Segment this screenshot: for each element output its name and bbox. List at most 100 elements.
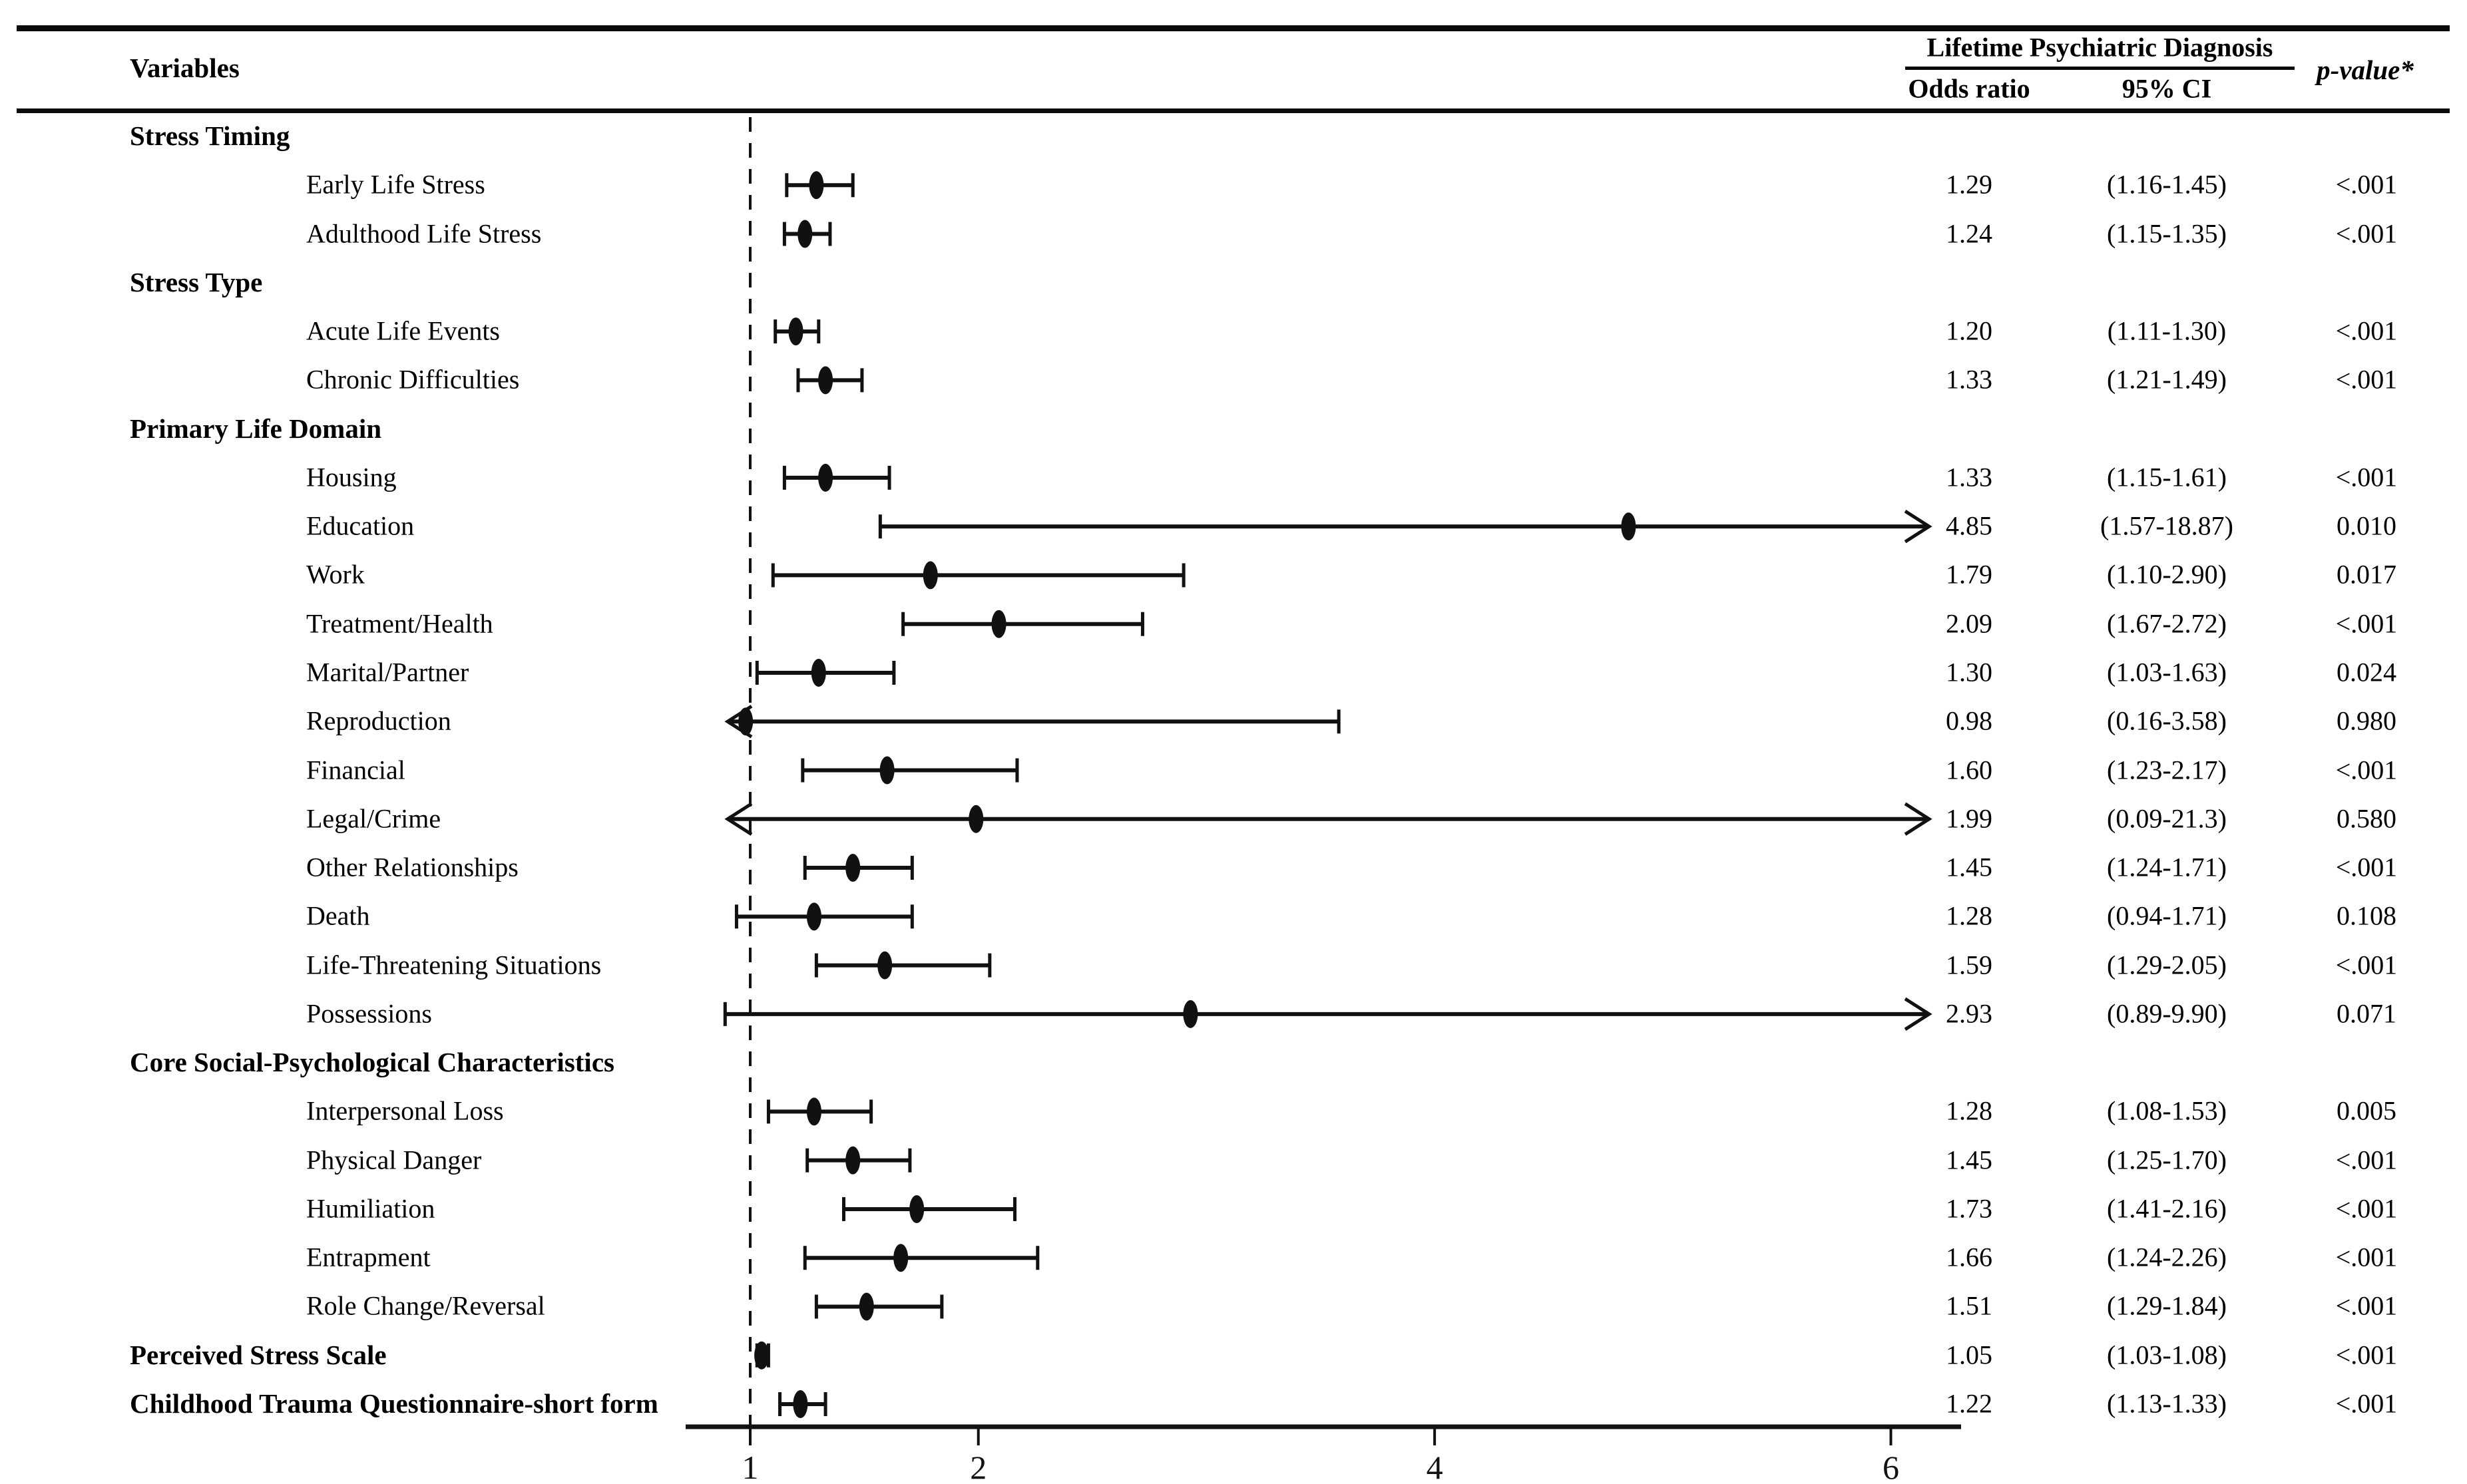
row-label: Acute Life Events <box>306 315 500 346</box>
p-value: <.001 <box>2335 950 2398 980</box>
or-value: 1.45 <box>1946 852 1992 882</box>
ci-value: (1.03-1.63) <box>2107 657 2227 687</box>
group-column-header: Lifetime Psychiatric Diagnosis <box>1926 32 2273 63</box>
row-label: Core Social-Psychological Characteristic… <box>130 1047 614 1078</box>
odds-ratio-marker <box>818 366 833 395</box>
p-value: <.001 <box>2335 1291 2398 1322</box>
ci-value: (1.15-1.35) <box>2107 218 2227 249</box>
odds-ratio-column-header: Odds ratio <box>1908 73 2030 104</box>
or-value: 1.05 <box>1946 1340 1992 1370</box>
row-label: Early Life Stress <box>306 169 485 200</box>
row-label: Interpersonal Loss <box>306 1095 504 1126</box>
p-value: 0.024 <box>2337 657 2396 687</box>
ci-value: (1.25-1.70) <box>2107 1145 2227 1175</box>
ci-value: (1.13-1.33) <box>2107 1388 2227 1419</box>
p-value: 0.017 <box>2337 559 2396 590</box>
odds-ratio-marker <box>879 756 895 785</box>
or-value: 1.99 <box>1946 803 1992 834</box>
p-value: <.001 <box>2335 169 2398 200</box>
ci-value: (1.16-1.45) <box>2107 169 2227 200</box>
row-label: Death <box>306 900 370 931</box>
x-axis-tick-label: 4 <box>1427 1449 1443 1484</box>
ci-value: (1.67-2.72) <box>2107 608 2227 639</box>
p-value: 0.071 <box>2337 998 2396 1029</box>
x-axis-tick-label: 1 <box>742 1449 759 1484</box>
x-axis-tick-label: 2 <box>970 1449 987 1484</box>
or-value: 1.66 <box>1946 1242 1992 1272</box>
p-value: <.001 <box>2335 1145 2398 1175</box>
or-value: 2.09 <box>1946 608 1992 639</box>
or-value: 1.24 <box>1946 218 1992 249</box>
row-label: Role Change/Reversal <box>306 1291 545 1322</box>
odds-ratio-marker <box>845 1146 861 1175</box>
or-value: 1.28 <box>1946 1095 1992 1126</box>
p-value: 0.980 <box>2337 705 2396 736</box>
p-value: <.001 <box>2335 1242 2398 1272</box>
row-label: Stress Timing <box>130 120 290 152</box>
odds-ratio-marker <box>811 658 826 687</box>
header-bottom-rule <box>17 108 2450 113</box>
or-value: 2.93 <box>1946 998 1992 1029</box>
ci-value: (1.29-2.05) <box>2107 950 2227 980</box>
variables-column-header: Variables <box>130 53 240 84</box>
odds-ratio-marker <box>1621 512 1636 541</box>
odds-ratio-marker <box>793 1390 808 1419</box>
row-label: Entrapment <box>306 1242 431 1272</box>
ci-value: (1.23-2.17) <box>2107 755 2227 785</box>
ci-value: (1.41-2.16) <box>2107 1193 2227 1224</box>
x-axis-tick-label: 6 <box>1883 1449 1899 1484</box>
p-value: 0.010 <box>2337 510 2396 541</box>
ci-value: (1.57-18.87) <box>2100 510 2233 541</box>
or-value: 1.60 <box>1946 755 1992 785</box>
p-value: <.001 <box>2335 1193 2398 1224</box>
or-value: 1.73 <box>1946 1193 1992 1224</box>
odds-ratio-marker <box>809 171 824 200</box>
odds-ratio-marker <box>754 1341 770 1370</box>
ci-value: (1.24-1.71) <box>2107 852 2227 882</box>
odds-ratio-marker <box>877 951 893 980</box>
right-arrowhead <box>1904 510 1932 544</box>
or-value: 0.98 <box>1946 705 1992 736</box>
p-value: <.001 <box>2335 315 2398 346</box>
odds-ratio-marker <box>969 805 984 833</box>
or-value: 1.20 <box>1946 315 1992 346</box>
or-value: 1.33 <box>1946 364 1992 395</box>
ci-value: (0.89-9.90) <box>2107 998 2227 1029</box>
right-arrowhead <box>1904 997 1932 1031</box>
group-header-underline <box>1905 67 2295 70</box>
odds-ratio-marker <box>845 854 861 882</box>
p-value: 0.580 <box>2337 803 2396 834</box>
odds-ratio-marker <box>923 561 938 590</box>
odds-ratio-marker <box>859 1292 874 1321</box>
row-label: Other Relationships <box>306 852 519 882</box>
or-value: 1.51 <box>1946 1291 1992 1322</box>
row-label: Treatment/Health <box>306 608 493 639</box>
row-label: Work <box>306 559 365 590</box>
p-value: <.001 <box>2335 364 2398 395</box>
ci-value: (1.11-1.30) <box>2107 315 2227 346</box>
row-label: Reproduction <box>306 705 451 736</box>
ci-value: (0.09-21.3) <box>2107 803 2227 834</box>
or-value: 1.33 <box>1946 462 1992 492</box>
row-label: Education <box>306 510 415 541</box>
p-value: <.001 <box>2335 755 2398 785</box>
or-value: 1.22 <box>1946 1388 1992 1419</box>
ci-value: (0.16-3.58) <box>2107 705 2227 736</box>
odds-ratio-marker <box>806 902 821 931</box>
row-label: Primary Life Domain <box>130 413 382 444</box>
top-rule <box>17 25 2450 31</box>
ci-value: (1.24-2.26) <box>2107 1242 2227 1272</box>
p-value-column-header: p-value* <box>2317 55 2414 86</box>
odds-ratio-marker <box>1183 1000 1198 1028</box>
ci-column-header: 95% CI <box>2122 73 2212 104</box>
row-label: Humiliation <box>306 1193 435 1224</box>
row-label: Legal/Crime <box>306 803 441 834</box>
odds-ratio-marker <box>991 610 1007 638</box>
odds-ratio-marker <box>788 317 803 346</box>
p-value: 0.108 <box>2337 900 2396 931</box>
row-label: Possessions <box>306 998 432 1029</box>
p-value: <.001 <box>2335 1388 2398 1419</box>
row-label: Life-Threatening Situations <box>306 950 602 980</box>
